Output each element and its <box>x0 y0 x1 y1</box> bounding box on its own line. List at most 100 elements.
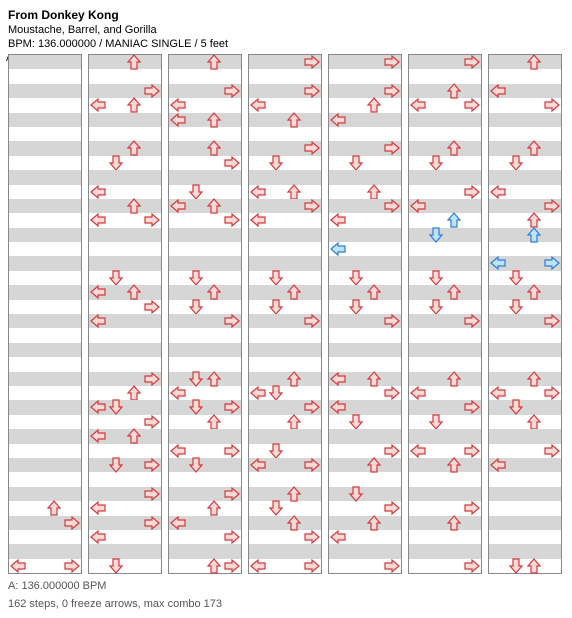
chart-row <box>169 300 241 314</box>
chart-row <box>489 314 561 328</box>
chart-row <box>409 170 481 184</box>
chart-row <box>89 69 161 83</box>
chart-row <box>9 415 81 429</box>
step-arrow-down <box>108 558 124 574</box>
step-arrow-right <box>544 255 560 271</box>
step-arrow-down <box>348 155 364 171</box>
chart-row <box>9 127 81 141</box>
step-arrow-up <box>286 284 302 300</box>
step-arrow-left <box>250 97 266 113</box>
step-arrow-left <box>90 284 106 300</box>
step-arrow-up <box>366 371 382 387</box>
chart-row <box>409 516 481 530</box>
chart-row <box>9 458 81 472</box>
chart-column <box>328 54 402 574</box>
chart-row <box>89 113 161 127</box>
chart-row <box>329 271 401 285</box>
step-arrow-right <box>224 529 240 545</box>
step-arrow-up <box>206 284 222 300</box>
step-arrow-right <box>144 83 160 99</box>
step-arrow-down <box>428 270 444 286</box>
chart-row <box>489 530 561 544</box>
step-arrow-left <box>90 529 106 545</box>
chart-row <box>9 256 81 270</box>
chart-row <box>329 228 401 242</box>
chart-row <box>89 328 161 342</box>
chart-row <box>489 300 561 314</box>
chart-row <box>9 242 81 256</box>
chart-row <box>329 501 401 515</box>
chart-row <box>489 228 561 242</box>
step-arrow-right <box>464 500 480 516</box>
step-arrow-up <box>126 198 142 214</box>
chart-row <box>409 400 481 414</box>
step-arrow-down <box>348 270 364 286</box>
chart-row <box>489 84 561 98</box>
chart-row <box>169 343 241 357</box>
chart-row <box>89 285 161 299</box>
chart-row <box>9 400 81 414</box>
chart-row <box>89 372 161 386</box>
chart-row <box>409 386 481 400</box>
chart-row <box>489 127 561 141</box>
step-arrow-up <box>126 385 142 401</box>
step-arrow-right <box>64 558 80 574</box>
step-arrow-left <box>490 457 506 473</box>
chart-row <box>249 242 321 256</box>
step-arrow-right <box>304 558 320 574</box>
chart-row <box>169 199 241 213</box>
chart-row <box>329 98 401 112</box>
chart-row <box>329 213 401 227</box>
chart-row <box>9 170 81 184</box>
chart-row <box>9 314 81 328</box>
chart-row <box>489 487 561 501</box>
step-arrow-up <box>526 558 542 574</box>
chart-row <box>329 444 401 458</box>
chart-row <box>409 300 481 314</box>
chart-row <box>169 357 241 371</box>
chart-row <box>409 271 481 285</box>
chart-row <box>249 415 321 429</box>
chart-row <box>489 271 561 285</box>
chart-row <box>169 228 241 242</box>
chart-row <box>409 372 481 386</box>
chart-row <box>89 271 161 285</box>
chart-row <box>329 343 401 357</box>
chart-row <box>9 199 81 213</box>
chart-row <box>329 156 401 170</box>
chart-row <box>329 199 401 213</box>
chart-row <box>249 98 321 112</box>
stats-line: 162 steps, 0 freeze arrows, max combo 17… <box>8 598 572 610</box>
step-arrow-right <box>304 54 320 70</box>
chart-row <box>9 185 81 199</box>
chart-row <box>9 271 81 285</box>
step-arrow-left <box>170 198 186 214</box>
step-arrow-right <box>384 313 400 329</box>
chart-row <box>169 271 241 285</box>
step-arrow-left <box>90 184 106 200</box>
step-arrow-up <box>126 428 142 444</box>
chart-row <box>329 357 401 371</box>
step-arrow-left <box>330 212 346 228</box>
step-arrow-down <box>348 414 364 430</box>
chart-row <box>249 343 321 357</box>
step-arrow-left <box>90 399 106 415</box>
step-arrow-right <box>544 313 560 329</box>
step-arrow-left <box>90 212 106 228</box>
step-arrow-right <box>64 515 80 531</box>
step-arrow-right <box>224 155 240 171</box>
chart-row <box>89 357 161 371</box>
step-arrow-up <box>366 184 382 200</box>
chart-row <box>169 98 241 112</box>
chart-row <box>489 285 561 299</box>
chart-row <box>89 256 161 270</box>
step-arrow-up <box>446 284 462 300</box>
chart-row <box>489 458 561 472</box>
step-arrow-right <box>384 140 400 156</box>
step-arrow-up <box>286 486 302 502</box>
step-arrow-up <box>286 371 302 387</box>
step-arrow-right <box>544 198 560 214</box>
step-arrow-up <box>206 112 222 128</box>
chart-row <box>489 328 561 342</box>
step-arrow-up <box>206 140 222 156</box>
